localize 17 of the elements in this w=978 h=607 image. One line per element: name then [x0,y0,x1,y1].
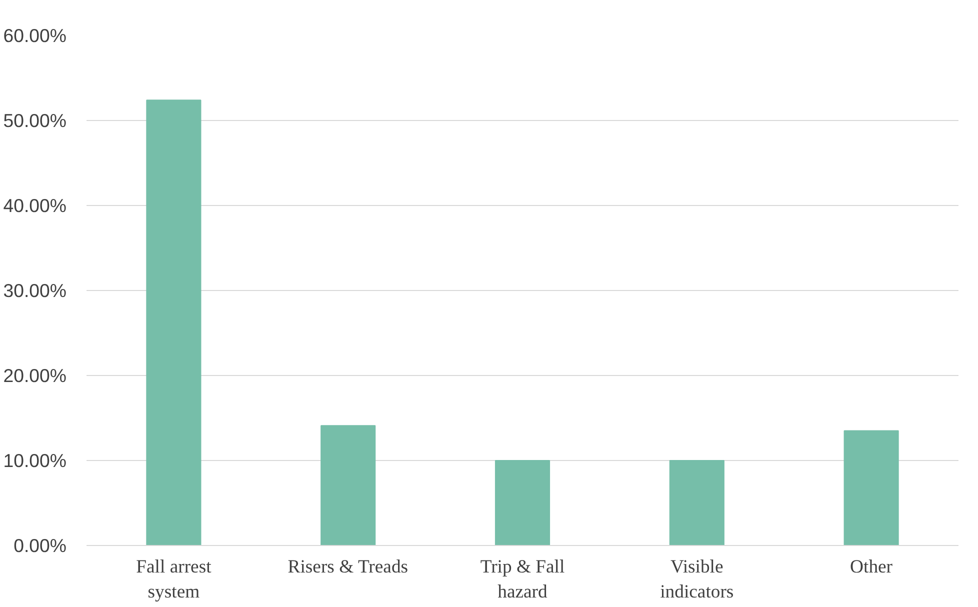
bar [320,425,376,546]
y-tick-label: 20.00% [3,365,67,386]
y-tick-label: 40.00% [3,195,67,216]
y-tick-label: 60.00% [3,25,67,46]
bar [844,430,899,546]
y-tick-label: 10.00% [3,450,67,471]
x-tick-label: Risers & Treads [288,556,408,578]
y-tick-label: 50.00% [3,110,67,131]
y-tick-label: 0.00% [14,535,67,556]
x-tick-label: Visible indicators [660,556,734,603]
y-tick-label: 30.00% [3,280,67,301]
bar [146,100,202,546]
bar [669,460,724,546]
x-tick-label: Other [850,556,894,578]
bar [494,460,550,546]
x-tick-label: Trip & Fall hazard [480,556,565,603]
x-tick-label: Fall arrest system [136,556,212,603]
